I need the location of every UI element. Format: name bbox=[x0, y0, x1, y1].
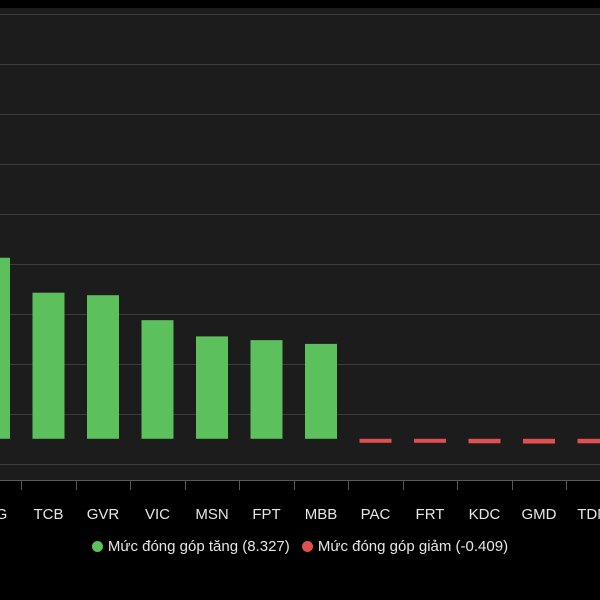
x-tick-label: KDC bbox=[469, 506, 501, 523]
bar-vic-increase[interactable] bbox=[141, 320, 174, 439]
legend-item-increase[interactable]: Mức đóng góp tăng (8.327) bbox=[91, 538, 290, 555]
x-tick-label: TDM bbox=[577, 506, 600, 523]
x-axis: …G TCB GVR VIC MSN FPT MBB PAC FRT KDC GMD TDM bbox=[0, 480, 600, 523]
bar-gvr-increase[interactable] bbox=[87, 295, 119, 439]
bar-fpt-increase[interactable] bbox=[250, 340, 283, 439]
legend-increase-dot bbox=[91, 541, 103, 552]
legend: Mức đóng góp tăng (8.327) Mức đóng góp g… bbox=[0, 538, 600, 555]
x-tick-label: MBB bbox=[305, 506, 338, 523]
x-tick-label: MSN bbox=[195, 506, 228, 523]
bar-mbb-increase[interactable] bbox=[305, 343, 337, 439]
x-tick-label: VIC bbox=[145, 506, 170, 523]
x-tick-label: …G bbox=[0, 506, 7, 523]
legend-decrease-dot bbox=[301, 541, 313, 552]
x-tick-label: PAC bbox=[361, 506, 391, 523]
x-tick-label: FPT bbox=[252, 506, 280, 523]
bar-g-increase[interactable] bbox=[0, 257, 10, 439]
legend-item-decrease[interactable]: Mức đóng góp giảm (-0.409) bbox=[301, 538, 509, 555]
x-tick-label: GVR bbox=[87, 506, 120, 523]
grid-lines bbox=[0, 14, 600, 465]
x-tick-label: FRT bbox=[416, 506, 445, 523]
legend-decrease-label: Mức đóng góp giảm (-0.409) bbox=[317, 538, 509, 555]
legend-increase-label: Mức đóng góp tăng (8.327) bbox=[107, 538, 290, 555]
bar-kdc-decrease[interactable] bbox=[468, 438, 501, 444]
bar-tdm-decrease[interactable] bbox=[577, 438, 600, 444]
bar-tcb-increase[interactable] bbox=[32, 292, 65, 439]
bar-msn-increase[interactable] bbox=[196, 336, 228, 439]
bar-frt-decrease[interactable] bbox=[414, 438, 446, 443]
bars bbox=[0, 257, 600, 444]
x-tick-label: GMD bbox=[522, 506, 557, 523]
bar-pac-decrease[interactable] bbox=[359, 438, 392, 443]
x-tick-label: TCB bbox=[34, 506, 64, 523]
bar-gmd-decrease[interactable] bbox=[523, 438, 555, 444]
